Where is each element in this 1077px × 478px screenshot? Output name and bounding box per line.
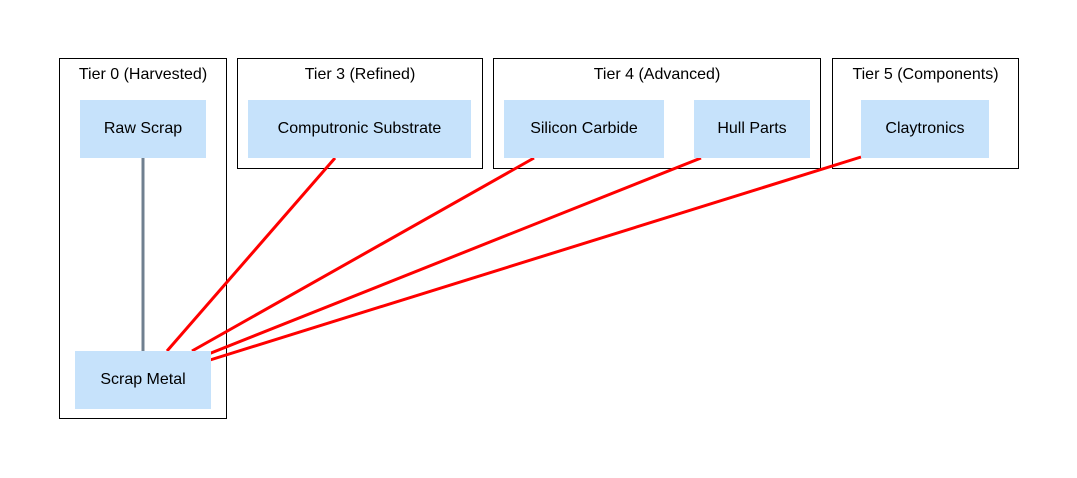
- cluster-tier-4-title: Tier 4 (Advanced): [593, 66, 721, 83]
- node-raw-scrap: Raw Scrap: [80, 100, 206, 158]
- node-hull-parts: Hull Parts: [694, 100, 810, 158]
- cluster-tier-0-title: Tier 0 (Harvested): [78, 66, 208, 83]
- cluster-tier-5: Tier 5 (Components): [832, 58, 1019, 169]
- edge-hull-parts-to-scrap-metal: [205, 156, 702, 357]
- node-silicon-carbide: Silicon Carbide: [504, 100, 664, 158]
- cluster-tier-3-title: Tier 3 (Refined): [304, 66, 416, 83]
- node-computronic-substrate: Computronic Substrate: [248, 100, 471, 158]
- node-claytronics: Claytronics: [861, 100, 989, 158]
- edge-claytronics-to-scrap-metal: [209, 155, 862, 362]
- cluster-tier-5-title: Tier 5 (Components): [852, 66, 999, 83]
- node-scrap-metal: Scrap Metal: [75, 351, 211, 409]
- edge-silicon-carbide-to-scrap-metal: [191, 156, 535, 353]
